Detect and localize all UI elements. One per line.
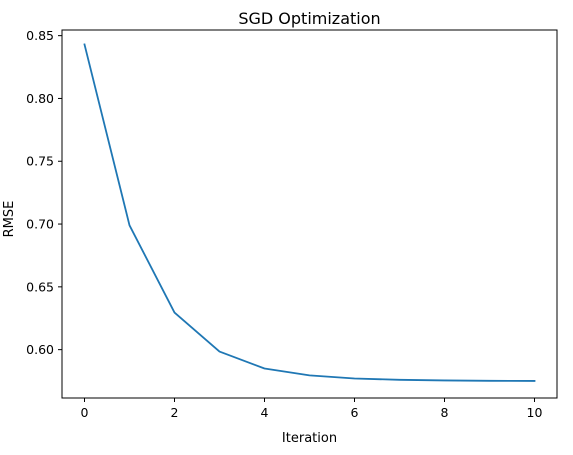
x-tick-label: 6 <box>351 405 359 420</box>
x-axis: 0 2 4 6 8 10 <box>81 398 543 420</box>
x-tick-label: 4 <box>261 405 269 420</box>
y-tick-label: 0.65 <box>26 279 54 294</box>
x-tick-label: 8 <box>441 405 449 420</box>
y-tick-label: 0.75 <box>26 154 54 169</box>
x-axis-label: Iteration <box>282 431 337 446</box>
chart-title: SGD Optimization <box>238 9 380 28</box>
x-tick-label: 2 <box>171 405 179 420</box>
x-tick-label: 0 <box>81 405 89 420</box>
series-layer <box>83 43 536 382</box>
y-tick-label: 0.85 <box>26 28 54 43</box>
x-tick-label: 10 <box>527 405 543 420</box>
rmse-series-line <box>83 43 536 382</box>
y-axis-label: RMSE <box>2 201 17 238</box>
plot-area <box>61 29 558 399</box>
y-tick-label: 0.70 <box>26 217 54 232</box>
y-tick-label: 0.60 <box>26 342 54 357</box>
y-tick-label: 0.80 <box>26 91 54 106</box>
y-axis: 0.60 0.65 0.70 0.75 0.80 0.85 <box>26 28 62 357</box>
